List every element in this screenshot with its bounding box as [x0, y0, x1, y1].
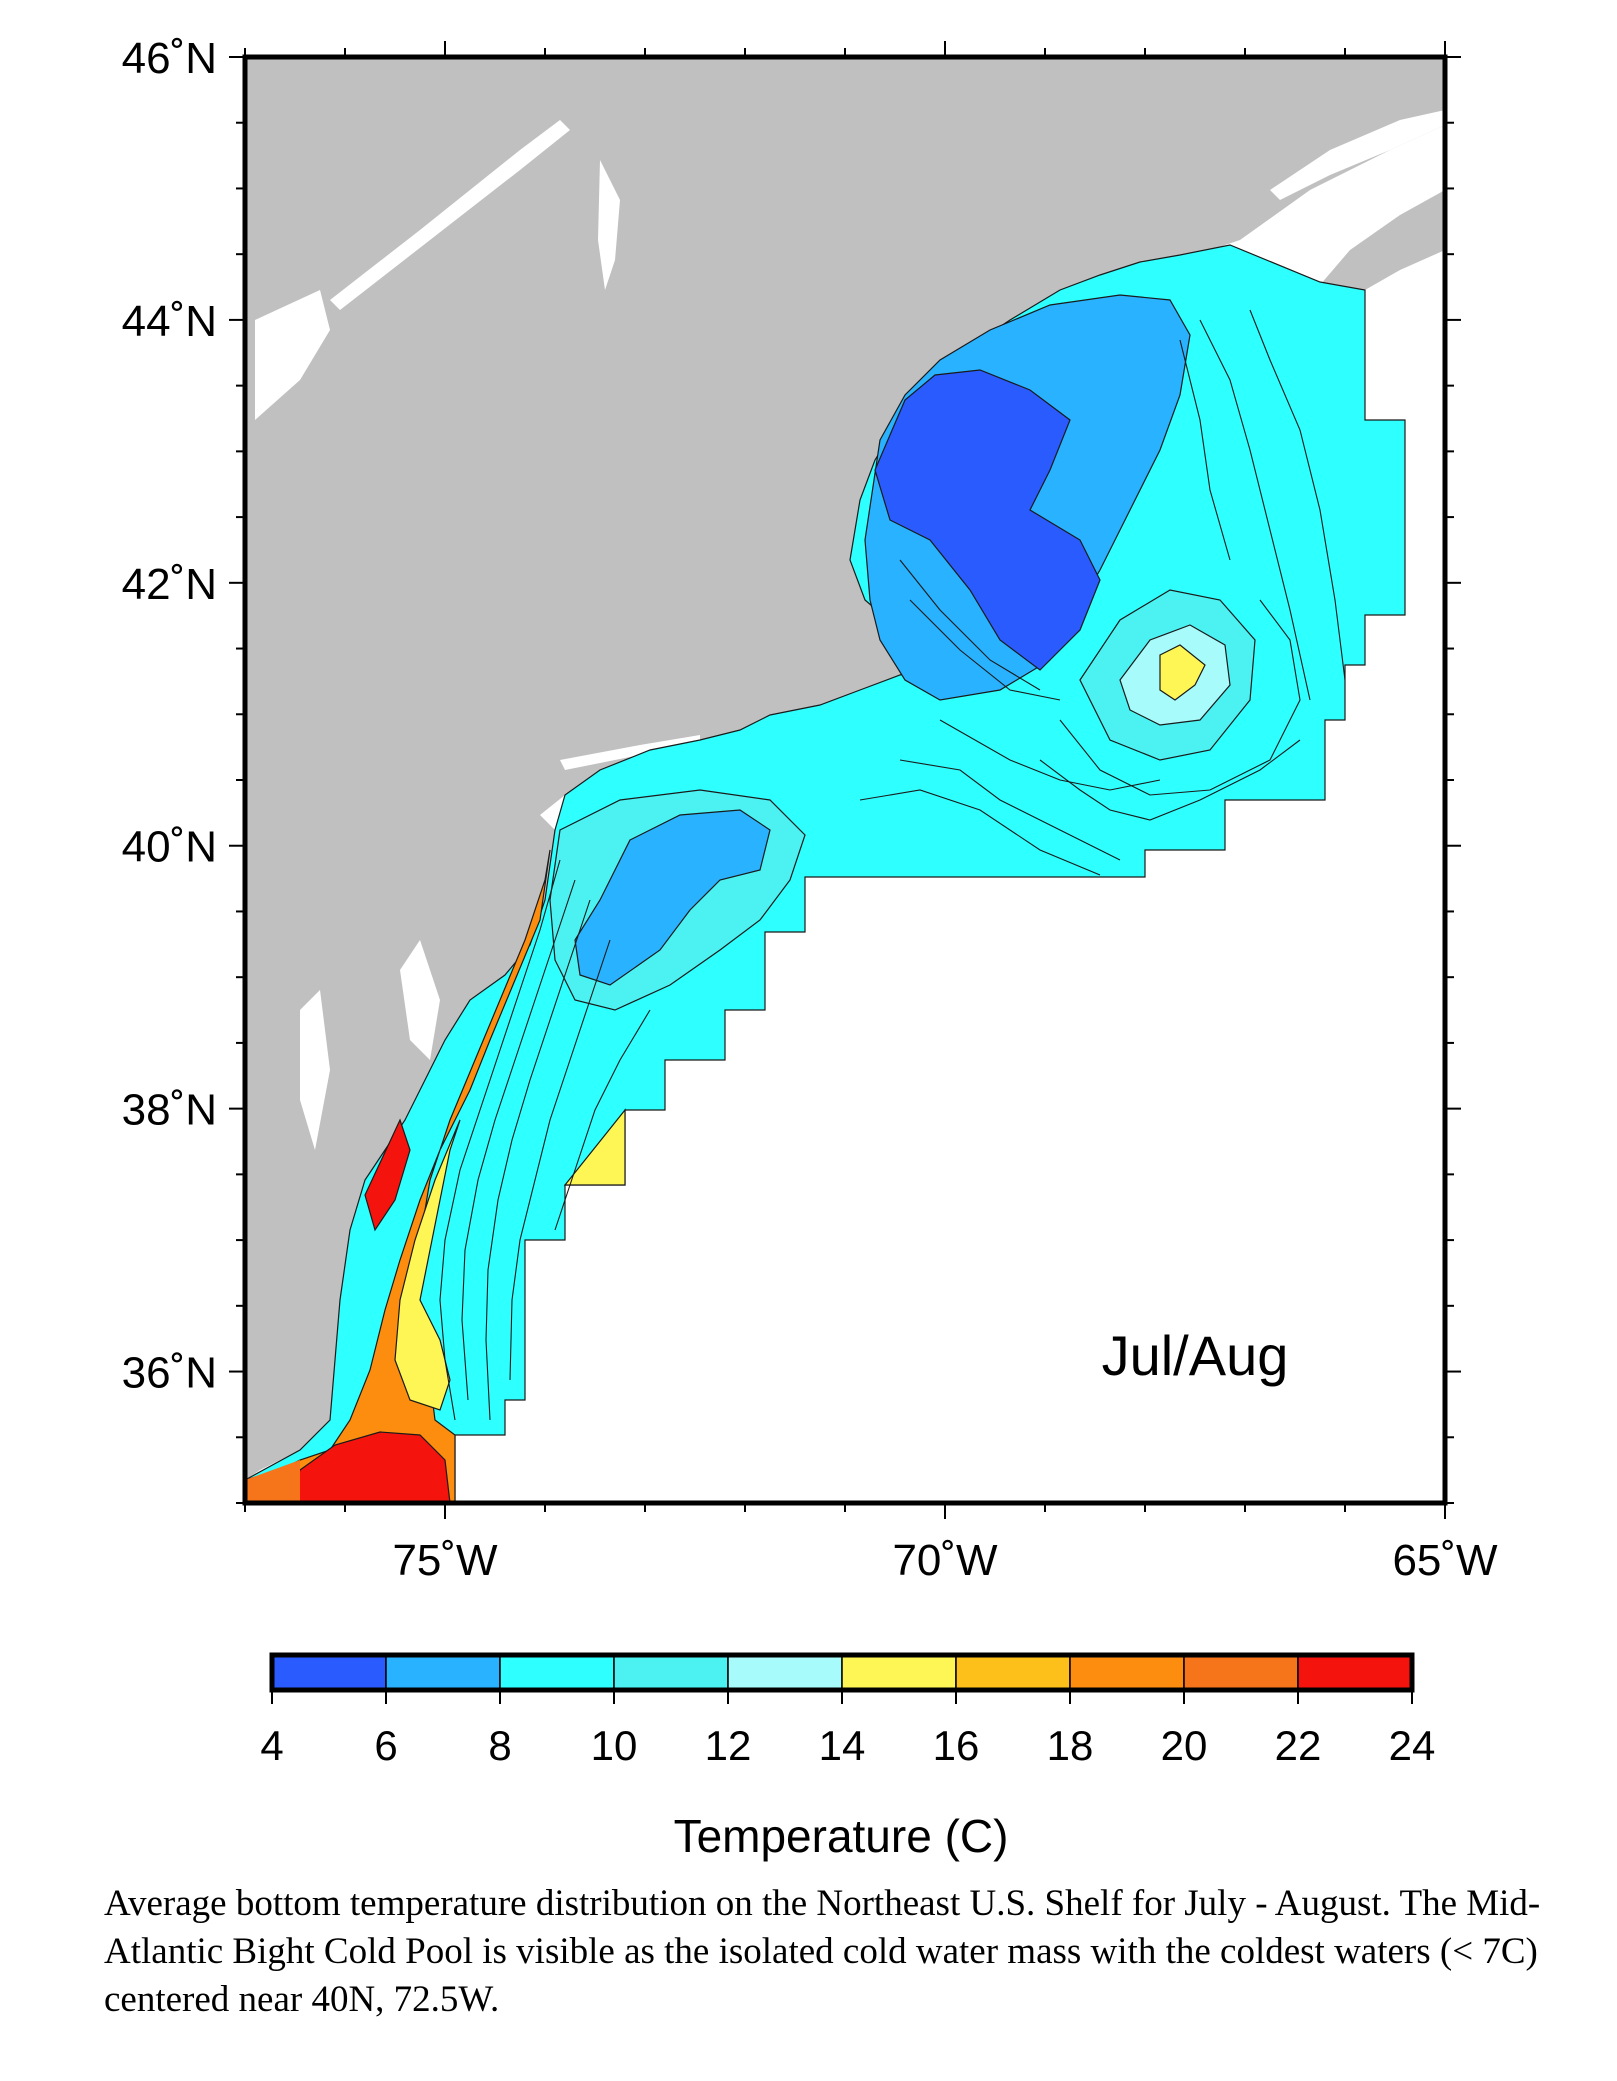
lat-tick-label: 42˚N	[122, 560, 217, 609]
lat-tick-label: 40˚N	[122, 823, 217, 872]
offshore-yellow-patch	[563, 1108, 626, 1186]
colorbar-tick-label: 10	[591, 1722, 638, 1769]
colorbar-swatch	[1183, 1654, 1299, 1691]
colorbar-swatch	[727, 1654, 843, 1691]
colorbar-swatch	[499, 1654, 615, 1691]
cape-hatteras-orange	[245, 1460, 300, 1503]
colorbar-tick-label: 4	[260, 1722, 283, 1769]
colorbar-swatch	[1297, 1654, 1413, 1691]
map-area	[245, 57, 1445, 1503]
lat-tick-label: 36˚N	[122, 1349, 217, 1398]
warm-coastal-band	[245, 849, 551, 1503]
lon-tick-label: 65˚W	[1392, 1536, 1498, 1585]
axis-ticks	[229, 41, 1461, 1519]
lat-tick-label: 38˚N	[122, 1086, 217, 1135]
gulf-of-maine-cold-core	[874, 369, 1101, 671]
colorbar-swatch	[271, 1654, 387, 1691]
colorbar-swatch	[841, 1654, 957, 1691]
colorbar-tick-label: 20	[1161, 1722, 1208, 1769]
colorbar-swatch	[385, 1654, 501, 1691]
colorbar-tick-label: 8	[488, 1722, 511, 1769]
colorbar-swatch	[1069, 1654, 1185, 1691]
lat-tick-label: 44˚N	[122, 297, 217, 346]
period-label: Jul/Aug	[1102, 1324, 1289, 1387]
nova-scotia-land	[1320, 190, 1445, 300]
colorbar-tick-label: 18	[1047, 1722, 1094, 1769]
colorbar-tick-label: 14	[819, 1722, 866, 1769]
land-mass	[245, 57, 1445, 1480]
cold-pool-core	[574, 809, 771, 986]
inland-waters	[255, 110, 1445, 1150]
colorbar-tick-label: 12	[705, 1722, 752, 1769]
contour-lines	[439, 309, 1346, 1421]
colorbar-title: Temperature (C)	[674, 1810, 1009, 1862]
south-hot-core	[289, 1431, 451, 1503]
colorbar-tick-label: 22	[1275, 1722, 1322, 1769]
temperature-field	[245, 244, 1406, 1503]
lon-tick-label: 70˚W	[892, 1536, 998, 1585]
colorbar-tick-label: 6	[374, 1722, 397, 1769]
warm-coastal-band-yellow	[394, 1119, 461, 1411]
colorbar-tick-label: 24	[1389, 1722, 1436, 1769]
axis-labels: 46˚N 44˚N 42˚N 40˚N 38˚N 36˚N 75˚W 70˚W 65˚W	[122, 34, 1498, 1585]
lon-tick-label: 75˚W	[392, 1536, 498, 1585]
georges-bank-hot-spot	[1159, 644, 1206, 701]
colorbar-swatch	[955, 1654, 1071, 1691]
north-cape-red	[364, 1118, 411, 1232]
lat-tick-label: 46˚N	[122, 34, 217, 83]
figure-caption: Average bottom temperature distribution …	[104, 1883, 1541, 2020]
colorbar: 4 6 8 10 12 14 16 18 20 22 24	[260, 1652, 1436, 1769]
colorbar-swatch	[613, 1654, 729, 1691]
colorbar-tick-label: 16	[933, 1722, 980, 1769]
